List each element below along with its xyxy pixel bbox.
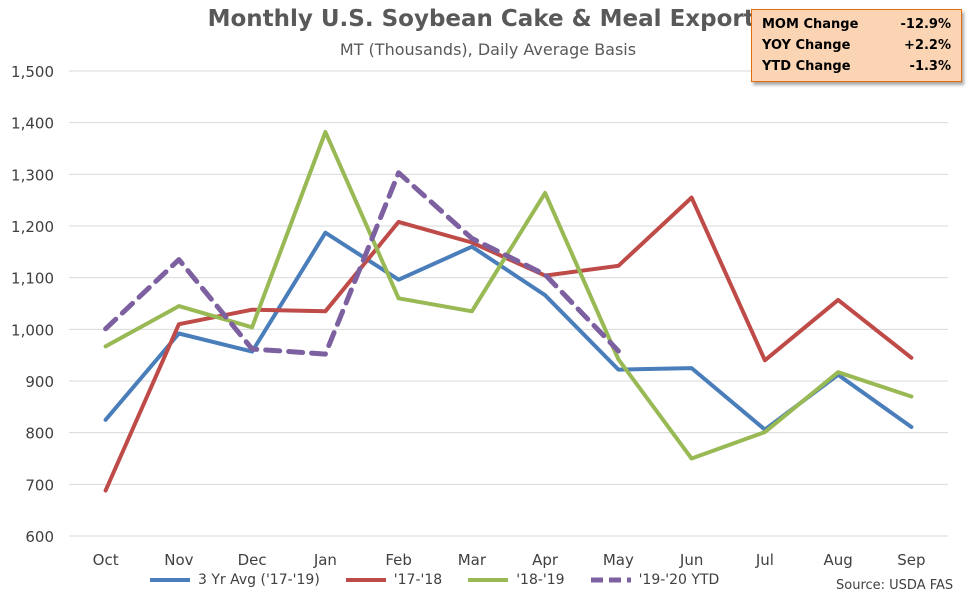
x-tick-label: Oct	[93, 551, 119, 569]
y-tick-label: 800	[25, 425, 54, 443]
legend-item-3yr-avg: 3 Yr Avg ('17-'19)	[150, 572, 320, 588]
y-tick-label: 900	[25, 373, 54, 391]
legend-label-3yr-avg: 3 Yr Avg ('17-'19)	[198, 572, 320, 588]
y-tick-label: 1,100	[11, 270, 54, 288]
x-tick-label: Mar	[458, 551, 487, 569]
series-line-0	[103, 230, 914, 432]
yoy-change-value: +2.2%	[904, 38, 951, 53]
change-summary-box: MOM Change -12.9% YOY Change +2.2% YTD C…	[751, 9, 962, 82]
gridlines	[69, 70, 948, 537]
x-tick-label: Jul	[755, 551, 774, 569]
yoy-change-label: YOY Change	[762, 38, 851, 53]
series-line-2	[103, 130, 914, 461]
x-tick-label: Dec	[238, 551, 267, 569]
chart-title: Monthly U.S. Soybean Cake & Meal Exports	[207, 6, 769, 32]
source-note: Source: USDA FAS	[836, 578, 954, 593]
x-tick-label: May	[603, 551, 634, 569]
legend-label-19-20-ytd: '19-'20 YTD	[638, 572, 720, 588]
x-tick-label: Feb	[385, 551, 412, 569]
chart-legend: 3 Yr Avg ('17-'19) '17-'18 '18-'19 '19-'…	[150, 572, 745, 588]
legend-label-17-18: '17-'18	[393, 572, 443, 588]
x-tick-label: Nov	[164, 551, 193, 569]
y-tick-label: 1,400	[11, 115, 54, 133]
legend-item-17-18: '17-'18	[345, 572, 443, 588]
y-tick-label: 700	[25, 476, 54, 494]
mom-change-value: -12.9%	[900, 17, 952, 32]
axes: 600 700 800 900 1,000 1,100 1,200 1,300 1,400 1,5…	[11, 63, 925, 569]
ytd-change-value: -1.3%	[909, 59, 951, 74]
y-tick-label: 1,500	[11, 63, 54, 81]
series-line-3	[103, 170, 621, 357]
y-tick-label: 1,200	[11, 218, 54, 236]
y-tick-label: 1,000	[11, 321, 54, 339]
ytd-change-label: YTD Change	[762, 59, 851, 74]
ytd-change-row: YTD Change -1.3%	[762, 56, 951, 77]
legend-swatch-3yr-avg	[150, 578, 190, 582]
legend-swatch-18-19	[468, 578, 509, 582]
mom-change-row: MOM Change -12.9%	[762, 14, 951, 35]
mom-change-label: MOM Change	[762, 17, 859, 32]
legend-label-18-19: '18-'19	[516, 572, 565, 588]
y-tick-label: 600	[25, 528, 54, 546]
legend-swatch-17-18	[345, 578, 386, 582]
chart-subtitle: MT (Thousands), Daily Average Basis	[339, 40, 637, 59]
yoy-change-row: YOY Change +2.2%	[762, 35, 951, 56]
legend-item-19-20-ytd: '19-'20 YTD	[590, 572, 720, 588]
x-tick-label: Apr	[532, 551, 559, 569]
legend-swatch-19-20-ytd	[590, 577, 631, 583]
series-lines	[103, 130, 914, 493]
y-tick-label: 1,300	[11, 166, 54, 184]
x-tick-label: Sep	[897, 551, 925, 569]
legend-item-18-19: '18-'19	[468, 572, 565, 588]
x-tick-label: Jun	[679, 551, 703, 569]
x-tick-label: Aug	[823, 551, 852, 569]
x-tick-label: Jan	[313, 551, 337, 569]
